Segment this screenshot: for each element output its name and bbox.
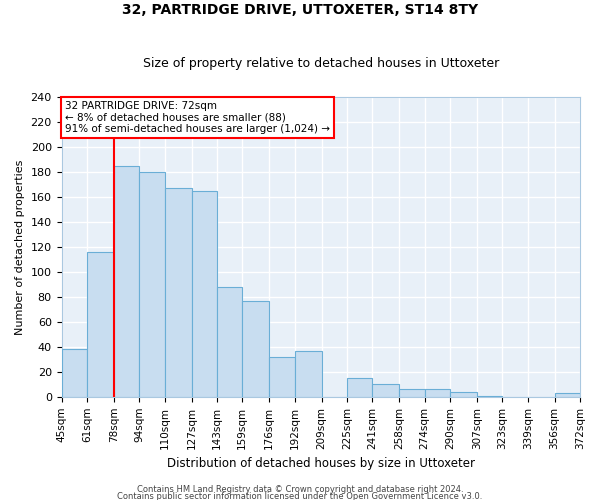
X-axis label: Distribution of detached houses by size in Uttoxeter: Distribution of detached houses by size … <box>167 457 475 470</box>
Text: Contains public sector information licensed under the Open Government Licence v3: Contains public sector information licen… <box>118 492 482 500</box>
Bar <box>399 390 425 397</box>
Bar <box>477 396 502 397</box>
Text: 32 PARTRIDGE DRIVE: 72sqm
← 8% of detached houses are smaller (88)
91% of semi-d: 32 PARTRIDGE DRIVE: 72sqm ← 8% of detach… <box>65 101 329 134</box>
Text: Contains HM Land Registry data © Crown copyright and database right 2024.: Contains HM Land Registry data © Crown c… <box>137 485 463 494</box>
Title: Size of property relative to detached houses in Uttoxeter: Size of property relative to detached ho… <box>143 56 499 70</box>
Bar <box>295 350 322 397</box>
Bar <box>191 190 217 397</box>
Bar <box>114 166 139 397</box>
Bar <box>554 393 580 397</box>
Text: 32, PARTRIDGE DRIVE, UTTOXETER, ST14 8TY: 32, PARTRIDGE DRIVE, UTTOXETER, ST14 8TY <box>122 2 478 16</box>
Bar <box>450 392 477 397</box>
Bar <box>269 357 295 397</box>
Bar <box>164 188 191 397</box>
Bar <box>62 350 87 397</box>
Bar <box>139 172 164 397</box>
Bar <box>217 287 242 397</box>
Bar <box>425 390 450 397</box>
Bar <box>347 378 372 397</box>
Bar <box>372 384 399 397</box>
Bar <box>87 252 114 397</box>
Y-axis label: Number of detached properties: Number of detached properties <box>15 159 25 334</box>
Bar <box>242 300 269 397</box>
